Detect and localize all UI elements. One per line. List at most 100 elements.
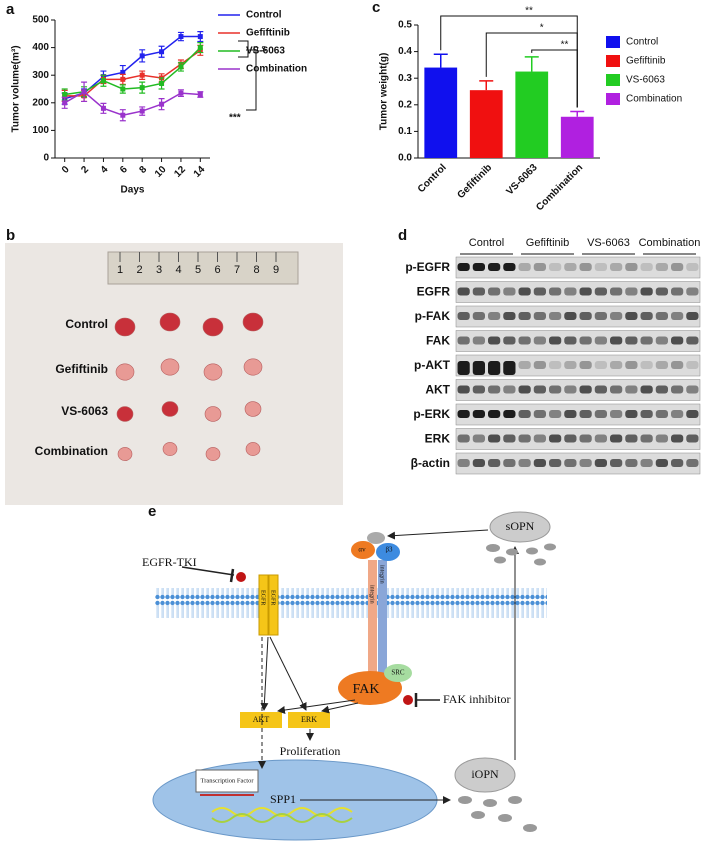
band xyxy=(533,336,546,345)
tumor xyxy=(162,442,178,456)
band xyxy=(549,312,562,320)
row-label: p-FAK xyxy=(415,309,451,323)
tumor xyxy=(244,401,262,417)
arrow xyxy=(269,636,307,711)
band xyxy=(488,459,501,467)
drug xyxy=(236,572,246,582)
label: integrin xyxy=(369,585,375,604)
series-line xyxy=(64,47,201,96)
y-tick-label: 500 xyxy=(32,15,49,26)
tumor xyxy=(242,312,264,332)
y-tick-label: 0.4 xyxy=(398,46,412,57)
band xyxy=(686,263,699,271)
band xyxy=(457,361,470,375)
marker xyxy=(159,101,165,107)
band xyxy=(594,459,607,467)
tumor xyxy=(116,406,134,422)
band xyxy=(457,385,470,394)
band xyxy=(549,459,562,467)
row-label: ERK xyxy=(425,432,451,446)
opn-dots xyxy=(458,543,556,832)
band xyxy=(549,385,562,394)
arrow xyxy=(277,699,356,714)
marker xyxy=(197,45,203,51)
band xyxy=(503,410,516,418)
band xyxy=(533,312,546,320)
series-line xyxy=(64,49,201,97)
panel-label: e xyxy=(148,503,156,520)
row-label: EGFR xyxy=(417,285,451,299)
band xyxy=(549,336,562,345)
band xyxy=(472,287,485,296)
egfr xyxy=(258,574,269,636)
label: EGFR xyxy=(260,590,266,605)
band xyxy=(503,361,516,375)
band xyxy=(472,385,485,394)
row-label: FAK xyxy=(426,334,450,348)
bar xyxy=(424,67,458,158)
y-tick-label: 0.3 xyxy=(398,73,412,84)
band xyxy=(625,312,638,320)
ruler-label: 4 xyxy=(175,264,181,276)
label: αv xyxy=(358,546,366,554)
band xyxy=(457,434,470,443)
band xyxy=(579,287,592,296)
band xyxy=(610,287,623,296)
sopn xyxy=(489,511,551,543)
bracket xyxy=(440,15,578,108)
b3 xyxy=(376,543,400,561)
marker xyxy=(139,85,145,91)
x-tick-label: 6 xyxy=(118,164,130,176)
row-label: Gefiftinib xyxy=(55,362,108,376)
band xyxy=(503,434,516,443)
band xyxy=(488,410,501,418)
band xyxy=(671,434,684,443)
label: integrin xyxy=(379,565,385,584)
band xyxy=(472,336,485,345)
band xyxy=(518,459,531,467)
y-tick-label: 300 xyxy=(32,70,49,81)
band xyxy=(518,410,531,418)
band xyxy=(671,312,684,320)
band xyxy=(640,361,653,369)
legend-label: Combination xyxy=(246,64,307,75)
band xyxy=(564,434,577,443)
blot: Control Gefiftinib VS-6063 Combination p-EGF… xyxy=(405,237,701,475)
legend-label: Gefiftinib xyxy=(626,56,666,67)
tumor xyxy=(202,317,224,337)
band xyxy=(640,459,653,467)
marker xyxy=(100,78,106,84)
band xyxy=(503,336,516,345)
legend-label: VS-6063 xyxy=(626,75,665,86)
tumor xyxy=(205,447,221,461)
band xyxy=(488,263,501,271)
blot-strip xyxy=(455,452,701,475)
row-label: β-actin xyxy=(411,456,450,470)
band xyxy=(457,336,470,345)
y-tick-label: 0 xyxy=(43,153,49,164)
band xyxy=(686,434,699,443)
band xyxy=(610,312,623,320)
band xyxy=(564,410,577,418)
band xyxy=(472,263,485,271)
band xyxy=(625,410,638,418)
band xyxy=(671,263,684,271)
band xyxy=(564,336,577,345)
arrow xyxy=(321,702,359,714)
inhibit xyxy=(229,568,235,583)
blot-strip xyxy=(455,256,701,279)
band xyxy=(686,385,699,394)
marker xyxy=(120,112,126,118)
band xyxy=(640,410,653,418)
band xyxy=(579,361,592,369)
drug xyxy=(403,695,413,705)
band xyxy=(625,336,638,345)
annotation: ** xyxy=(525,6,533,17)
blot-strip xyxy=(455,379,701,401)
annotation: n.s xyxy=(253,44,266,55)
band xyxy=(686,410,699,418)
x-axis-label: Days xyxy=(121,185,145,196)
band xyxy=(579,459,592,467)
tumor xyxy=(161,401,179,417)
row-label: Combination xyxy=(35,444,108,458)
